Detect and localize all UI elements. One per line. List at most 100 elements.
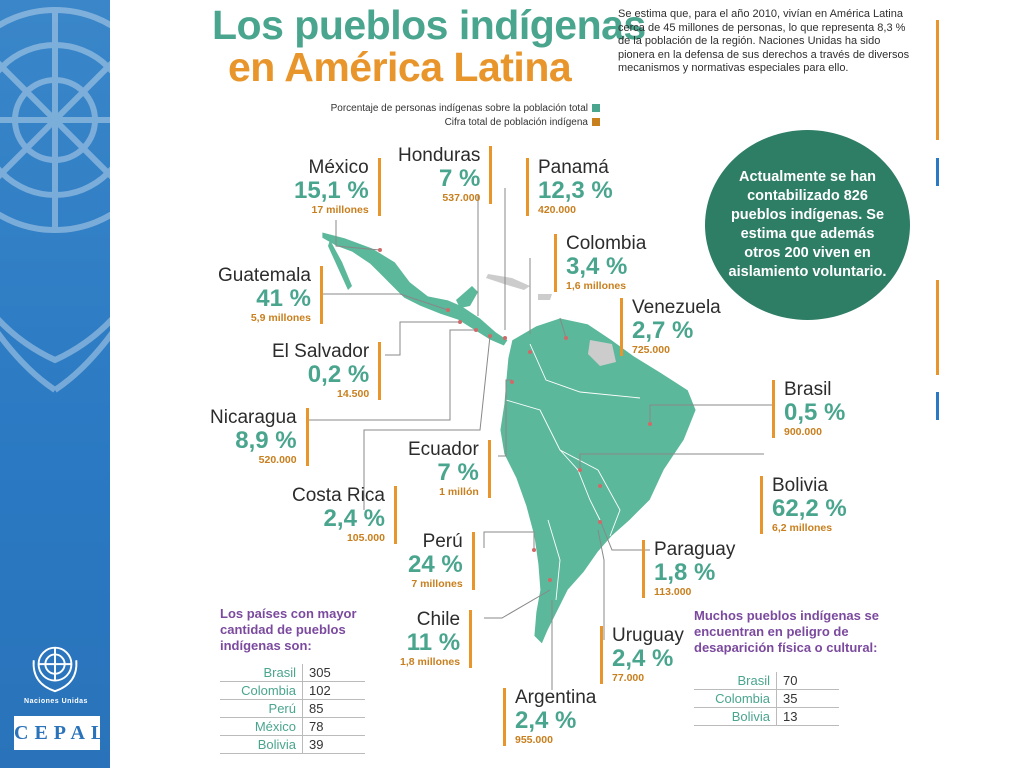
country-chile: Chile 11 % 1,8 millones — [400, 609, 473, 668]
country-panama: Panamá 12,3 % 420.000 — [526, 158, 613, 216]
country-pop: 6,2 millones — [772, 522, 833, 534]
title-line-2: en América Latina — [228, 44, 572, 90]
right-strip — [940, 0, 1024, 768]
table-count: 13 — [776, 707, 839, 726]
country-pct: 0,2 % — [307, 361, 370, 388]
country-pct: 1,8 % — [654, 559, 716, 586]
un-logo-icon — [32, 646, 78, 693]
danger-table: Brasil 70 Colombia 35 Bolivia 13 — [694, 672, 839, 726]
country-pop: 900.000 — [784, 426, 822, 438]
country-pct: 12,3 % — [538, 177, 613, 204]
strip-accent-orange — [936, 20, 939, 140]
country-pct: 3,4 % — [566, 253, 628, 280]
country-pop: 77.000 — [612, 672, 645, 684]
country-pop: 955.000 — [515, 734, 553, 746]
country-pct: 62,2 % — [772, 495, 847, 522]
country-pop: 17 millones — [311, 204, 369, 216]
country-ecuador: Ecuador 7 % 1 millón — [408, 440, 491, 498]
country-name: Paraguay — [654, 539, 736, 560]
country-pop: 5,9 millones — [250, 312, 311, 324]
country-pop: 537.000 — [442, 192, 481, 204]
map-yucatan — [456, 286, 478, 308]
country-name: Venezuela — [632, 297, 721, 318]
country-pct: 11 % — [406, 629, 461, 656]
country-pop: 420.000 — [538, 204, 576, 216]
leader-lines — [306, 188, 774, 690]
map-hispaniola — [538, 294, 552, 300]
table-count: 70 — [776, 672, 839, 690]
table-row: Bolivia 39 — [220, 735, 365, 754]
table-row: Brasil 305 — [220, 664, 365, 682]
country-uruguay: Uruguay 2,4 % 77.000 — [600, 626, 684, 684]
country-pct: 7 % — [437, 459, 479, 486]
table-row: Brasil 70 — [694, 672, 839, 690]
table-count: 305 — [302, 664, 365, 682]
table-count: 35 — [776, 689, 839, 708]
cepal-logo: CEPAL — [14, 716, 104, 750]
table-country: Colombia — [694, 689, 777, 708]
sidebar: Naciones Unidas CEPAL — [0, 0, 110, 768]
title-line-1: Los pueblos indígenas — [212, 2, 646, 48]
country-paraguay: Paraguay 1,8 % 113.000 — [642, 540, 735, 598]
most-peoples-table: Brasil 305 Colombia 102 Perú 85 México 78 Bo… — [220, 664, 365, 754]
circle-text: Actualmente se han contabilizado 826 pue… — [728, 169, 887, 280]
map-mexico-central-america — [321, 231, 509, 347]
country-name: El Salvador — [272, 341, 370, 362]
country-pct: 2,4 % — [612, 645, 674, 672]
country-name: Brasil — [784, 379, 832, 400]
country-peru: Perú 24 % 7 millones — [408, 532, 475, 590]
country-el-salvador: El Salvador 0,2 % 14.500 — [272, 341, 382, 400]
country-name: Guatemala — [218, 265, 311, 286]
map-borders — [505, 343, 641, 601]
most-peoples-title: Los países con mayor cantidad de pueblos… — [220, 606, 357, 653]
country-mexico: México 15,1 % 17 millones — [294, 158, 381, 216]
un-label: Naciones Unidas — [24, 698, 88, 705]
country-pop: 7 millones — [411, 578, 463, 590]
country-name: Argentina — [515, 687, 597, 708]
legend-pop-label: Cifra total de población indígena — [444, 117, 588, 128]
capital-dots — [378, 248, 652, 582]
country-pop: 14.500 — [337, 388, 370, 400]
table-country: Brasil — [694, 672, 777, 690]
table-country: Perú — [220, 699, 303, 718]
map-baja — [328, 240, 352, 290]
country-pop: 1 millón — [439, 486, 479, 498]
country-name: Costa Rica — [292, 485, 385, 506]
legend-pct-swatch — [592, 104, 600, 112]
legend-pop-swatch — [592, 118, 600, 126]
danger-title: Muchos pueblos indígenas se encuentran e… — [694, 608, 879, 655]
country-pct: 15,1 % — [294, 177, 369, 204]
country-name: México — [308, 157, 369, 178]
legend-pct-label: Porcentaje de personas indígenas sobre l… — [330, 103, 588, 114]
table-count: 85 — [302, 699, 365, 718]
country-pct: 2,7 % — [632, 317, 694, 344]
latin-america-map — [306, 188, 774, 690]
country-pct: 8,9 % — [235, 427, 297, 454]
country-guatemala: Guatemala 41 % 5,9 millones — [218, 266, 323, 324]
table-country: Colombia — [220, 681, 303, 700]
un-emblem-watermark-icon — [0, 7, 110, 393]
country-name: Perú — [422, 531, 463, 552]
table-country: Bolivia — [694, 707, 777, 726]
country-nicaragua: Nicaragua 8,9 % 520.000 — [210, 408, 309, 466]
country-pop: 725.000 — [632, 344, 670, 356]
map-guianas — [588, 340, 616, 366]
legend-pop: Cifra total de población indígena — [445, 117, 600, 128]
intro-text: Se estima que, para el año 2010, vivían … — [618, 8, 910, 74]
table-row: México 78 — [220, 717, 365, 736]
country-name: Uruguay — [612, 625, 684, 646]
strip-accent-blue — [936, 158, 939, 186]
table-row: Colombia 35 — [694, 689, 839, 708]
country-pct: 41 % — [256, 285, 311, 312]
country-name: Chile — [416, 609, 461, 630]
map-south-america — [499, 317, 697, 645]
table-count: 102 — [302, 681, 365, 700]
country-pct: 24 % — [408, 551, 463, 578]
country-name: Honduras — [398, 145, 481, 166]
country-pop: 113.000 — [654, 586, 692, 598]
country-name: Nicaragua — [210, 407, 297, 428]
country-name: Colombia — [566, 233, 647, 254]
table-country: Bolivia — [220, 735, 303, 754]
strip-accent-blue-2 — [936, 392, 939, 420]
country-name: Panamá — [538, 157, 609, 178]
